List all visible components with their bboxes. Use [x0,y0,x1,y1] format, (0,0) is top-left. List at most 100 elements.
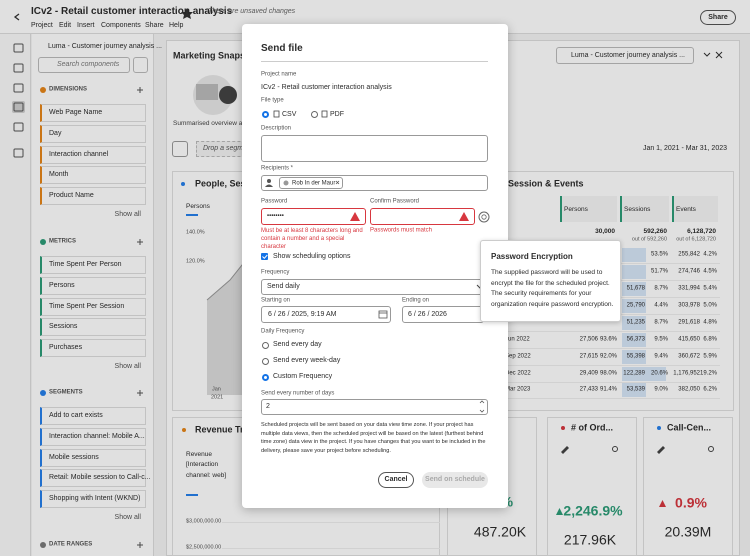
component-label[interactable]: Add to cart exists [49,411,103,419]
row-label: Dec 2022 [505,370,531,377]
dataview-selector[interactable]: Luma - Customer journey analysis ... [48,42,162,50]
component-item[interactable] [40,297,146,316]
recipient-name[interactable]: Rob In der Maur [292,179,336,186]
column-header-label[interactable]: Events [676,206,696,214]
radio[interactable] [262,373,269,381]
column-total-sub: out of 592,260 [631,236,667,243]
filter-button[interactable] [172,141,188,157]
menu-item[interactable]: Help [169,21,184,29]
table-cell: 93.6% [599,336,617,343]
field-label: Recipients * [261,165,294,172]
component-item[interactable] [40,166,146,185]
component-item[interactable] [40,490,146,509]
component-item[interactable] [40,339,146,358]
days-value[interactable]: 2 [266,402,270,410]
radio-label[interactable]: CSV [282,110,297,118]
radio[interactable] [311,111,318,118]
table-cell: 27,615 [579,353,598,360]
view-toggle[interactable] [133,57,148,73]
column-header[interactable] [562,196,617,222]
cancel-label[interactable]: Cancel [384,475,408,483]
card-title: Revenue Tre... [195,424,257,435]
component-label[interactable]: Shopping with Intent (WKND) [49,494,141,502]
column-marker [672,196,674,222]
radio-label[interactable]: PDF [330,110,344,118]
component-label[interactable]: Product Name [49,191,94,199]
menu-item[interactable]: Edit [59,21,72,29]
component-label[interactable]: Day [49,129,62,137]
component-item[interactable] [40,407,146,425]
checkbox-label[interactable]: Show scheduling options [273,252,351,260]
component-label[interactable]: Sessions [49,323,78,331]
column-header[interactable] [674,196,718,222]
component-label[interactable]: Persons [49,281,75,289]
radio[interactable] [262,341,269,349]
radio-label[interactable]: Send every day [273,340,322,348]
password-input[interactable] [261,208,366,225]
cancel-button[interactable] [378,472,414,488]
component-item[interactable] [40,187,146,206]
menu-item[interactable]: Share [145,21,164,29]
start-date-input[interactable] [261,306,391,323]
dataview-dropdown[interactable] [556,47,694,64]
submit-button[interactable] [422,472,488,488]
component-item[interactable] [40,318,146,337]
menu-item[interactable]: Components [101,21,141,29]
table-cell: 9.4% [654,353,668,360]
menu-item[interactable]: Insert [77,21,95,29]
recipients-input[interactable] [261,175,488,191]
checkbox-checked[interactable] [261,253,268,260]
submit-label[interactable]: Send on schedule [425,475,485,483]
dataview-name[interactable]: Luma - Customer journey analysis ... [571,51,685,59]
component-label[interactable]: Retail: Mobile session to Call-c... [49,474,151,482]
component-label[interactable]: Time Spent Per Person [49,260,122,268]
table-cell: 4.2% [703,251,717,258]
component-label[interactable]: Interaction channel: Mobile A... [49,432,145,440]
share-button[interactable] [700,10,736,25]
show-all[interactable]: Show all [114,513,141,521]
component-label[interactable]: Month [49,171,69,179]
component-label[interactable]: Time Spent Per Session [49,302,125,310]
table-cell: 255,842 [678,251,700,258]
days-input[interactable] [261,399,488,415]
component-item[interactable] [40,145,146,164]
column-header[interactable] [622,196,669,222]
show-all[interactable]: Show all [114,210,141,218]
description-input[interactable] [261,135,488,162]
menu-item[interactable]: Project [31,21,53,29]
table-cell: 291,618 [678,319,700,326]
grid-line [222,522,440,523]
x-tick-label: Jan [212,386,221,393]
component-item[interactable] [40,448,146,467]
search-box[interactable] [38,57,130,73]
search-placeholder[interactable]: Search components [57,60,120,68]
column-header-label[interactable]: Sessions [624,206,651,214]
component-item[interactable] [40,469,146,488]
component-item[interactable] [40,256,146,274]
kpi-change: 2,246.9% [563,502,623,519]
segment-drop-label: Drop a segme... [203,144,253,152]
component-label[interactable]: Web Page Name [49,108,103,116]
table-cell: 8.7% [654,285,668,292]
recipient-chip[interactable] [279,177,343,189]
radio[interactable] [262,357,269,365]
component-item[interactable] [40,427,146,446]
component-item[interactable] [40,104,146,122]
component-item[interactable] [40,124,146,143]
frequency-value[interactable]: Send daily [267,282,300,290]
confirm-password-input[interactable] [370,208,475,225]
component-item[interactable] [40,276,146,295]
radio-label[interactable]: Custom Frequency [273,372,333,380]
component-label[interactable]: Mobile sessions [49,453,99,461]
show-all[interactable]: Show all [114,362,141,370]
cell-bar [622,367,666,381]
component-label[interactable]: Purchases [49,343,83,351]
radio-selected[interactable] [262,111,269,118]
radio-label[interactable]: Send every week-day [273,356,341,364]
share-label[interactable]: Share [708,13,728,21]
date-range[interactable]: Jan 1, 2021 - Mar 31, 2023 [642,144,727,152]
column-header-label[interactable]: Persons [564,206,588,214]
component-label[interactable]: Interaction channel [49,150,109,158]
